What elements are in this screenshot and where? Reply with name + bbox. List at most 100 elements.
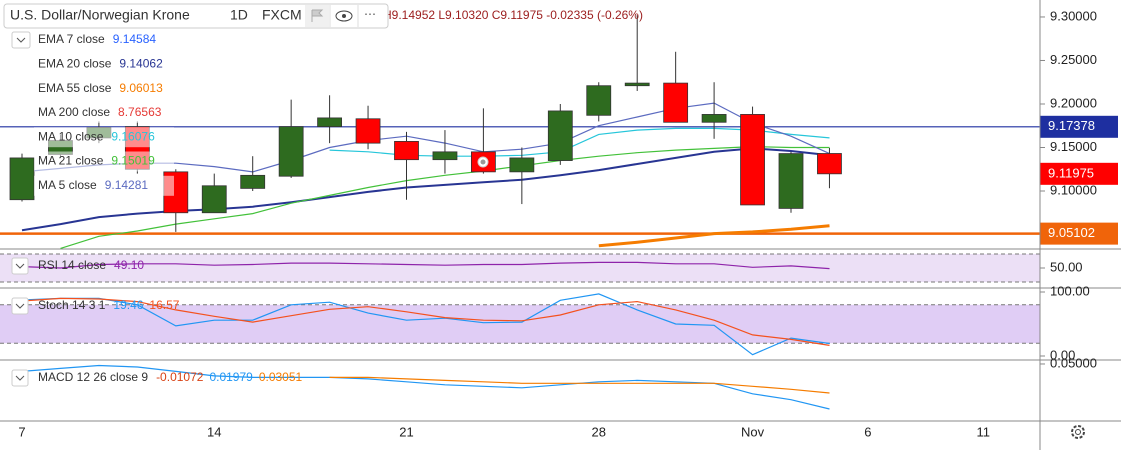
- marks: 9.17378 9.11975 9.05102: [9, 15, 1118, 410]
- series-line: [598, 224, 830, 248]
- y-tick-label: 9.25000: [1050, 52, 1097, 67]
- source: FXCM: [262, 7, 302, 23]
- y-tick-label: 9.15000: [1050, 139, 1097, 154]
- legend-name: EMA 20 close: [38, 56, 112, 70]
- legend-name: MA 10 close: [38, 129, 104, 143]
- legend-backdrop: [34, 78, 174, 99]
- legend-value: -0.01072: [156, 370, 204, 384]
- gear: [1071, 425, 1085, 439]
- interval: 1D: [230, 7, 248, 23]
- legend-value: 9.06013: [119, 81, 163, 95]
- series-line: [329, 376, 830, 394]
- legend-value: 16.57: [149, 298, 179, 312]
- eye-icon[interactable]: [335, 10, 353, 22]
- price-label-box: [1040, 222, 1118, 245]
- legend-value: 9.14281: [105, 178, 149, 192]
- series-line: [60, 145, 830, 249]
- candle-body: [9, 157, 35, 201]
- legend-backdrop: [34, 102, 174, 123]
- alert-dot: [480, 159, 486, 165]
- legend-name: EMA 7 close: [38, 32, 105, 46]
- candle-body: [201, 185, 227, 214]
- legend-backdrop: [34, 175, 174, 196]
- price-label: 9.17378: [1048, 118, 1095, 133]
- y-tick-label: 9.10000: [1050, 182, 1097, 197]
- legend-name: MACD 12 26 close 9: [38, 370, 148, 384]
- candle-body: [586, 85, 612, 116]
- collapse-button: [11, 297, 29, 315]
- series-line: [21, 364, 830, 410]
- candle-body: [663, 82, 689, 123]
- x-tick-label: 21: [399, 424, 413, 439]
- gear-hub: [1075, 429, 1081, 435]
- collapse-button[interactable]: [11, 31, 31, 49]
- x-tick-label: 7: [18, 424, 25, 439]
- collapse-icon: [15, 303, 25, 309]
- legend-backdrop: [34, 30, 174, 50]
- legend-value: 8.76563: [118, 105, 162, 119]
- candle-body: [317, 117, 343, 128]
- y-tick-label: 100.00: [1050, 283, 1090, 298]
- price-label: 9.05102: [1048, 225, 1095, 240]
- candle-body: [355, 118, 381, 144]
- price-label: 9.11975: [1048, 165, 1094, 180]
- candle-body: [509, 157, 535, 173]
- y-tick-label: 9.30000: [1050, 8, 1097, 23]
- legend-value: 0.03051: [259, 370, 303, 384]
- legend-value: 9.16076: [111, 129, 155, 143]
- candle-body: [701, 114, 727, 123]
- ohlc-text: H9.14952 L9.10320 C9.11975 -0.02335 (-0.…: [383, 8, 643, 22]
- legend-value: 9.14584: [113, 32, 157, 46]
- x-tick-label: 11: [977, 424, 991, 439]
- x-tick-label: 28: [592, 424, 606, 439]
- y-tick-label: 0.05000: [1050, 355, 1097, 370]
- legend-name: MA 21 close: [38, 154, 104, 168]
- legend-value: 0.01979: [209, 370, 253, 384]
- band: [0, 253, 1040, 283]
- candle-body: [778, 153, 804, 209]
- legend-name: MA 5 close: [38, 178, 97, 192]
- y-tick-label: 9.20000: [1050, 95, 1097, 110]
- candle-body: [278, 126, 304, 177]
- legend-value: 9.14062: [119, 56, 163, 70]
- candle-body: [817, 153, 842, 175]
- eye-pupil: [342, 14, 346, 18]
- flag-icon: [311, 9, 324, 22]
- collapse-button: [11, 257, 29, 275]
- legend-name: MA 200 close: [38, 105, 110, 119]
- legend-backdrop: [34, 151, 174, 172]
- price-label-box: [1040, 115, 1118, 138]
- x-tick-label: 6: [864, 424, 871, 439]
- series-line: [21, 293, 830, 356]
- legend-name: Stoch 14 3 1: [38, 298, 106, 312]
- settings-icon[interactable]: [1071, 425, 1085, 439]
- candle-body: [624, 82, 650, 87]
- legend-backdrop: [34, 54, 174, 75]
- price-label-box: [1040, 162, 1118, 185]
- series-line: [21, 261, 830, 270]
- series-line: [21, 297, 830, 346]
- candle-body: [547, 110, 573, 161]
- legend-name: RSI 14 close: [38, 258, 106, 272]
- collapse-button: [11, 369, 29, 387]
- legend-name: EMA 55 close: [38, 81, 112, 95]
- legend-value: 49.10: [114, 258, 144, 272]
- candle-body: [740, 114, 765, 206]
- symbol-box[interactable]: [3, 3, 389, 29]
- candle-body: [394, 141, 419, 161]
- y-tick-label: 0.00: [1050, 347, 1075, 362]
- legend-value: 9.15019: [111, 154, 155, 168]
- collapse-icon: [15, 263, 25, 269]
- more-icon[interactable]: ⋯: [364, 7, 376, 21]
- symbol-title: U.S. Dollar/Norwegian Krone: [10, 7, 190, 23]
- legend-backdrop: [34, 127, 174, 148]
- candle-body: [240, 174, 266, 189]
- series-line: [21, 147, 830, 232]
- candle-body: [432, 151, 458, 161]
- panes: 9.30000 9.25000 9.20000 9.15000 9.10000 50.00…: [0, 8, 1121, 439]
- collapse-icon: [16, 37, 26, 43]
- collapse-icon: [15, 375, 25, 381]
